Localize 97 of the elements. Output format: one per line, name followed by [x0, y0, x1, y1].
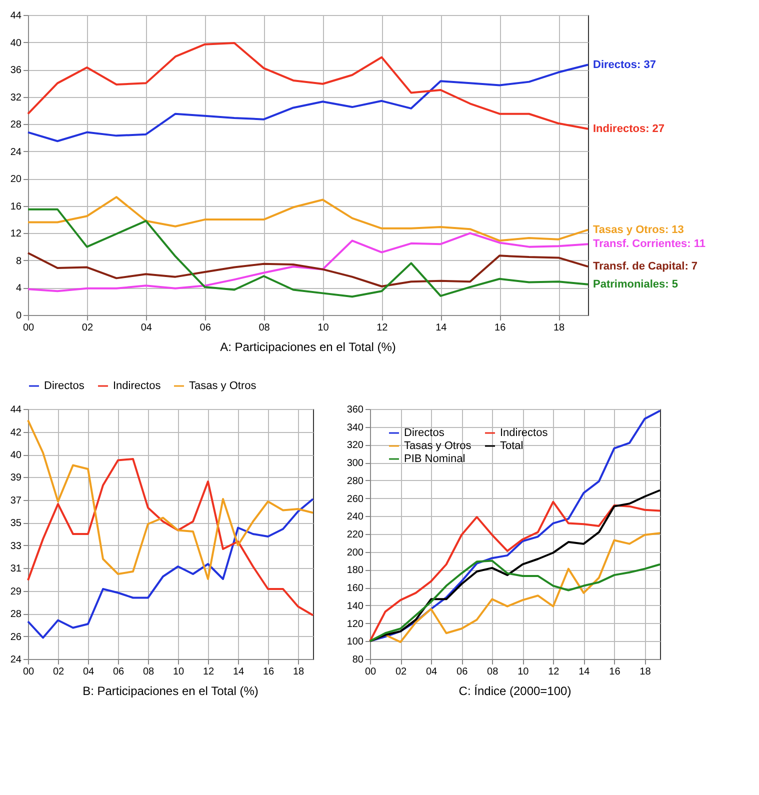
y-tick-label: 200: [346, 547, 364, 558]
line-series: [27, 64, 589, 142]
x-tick-label: 14: [578, 666, 590, 678]
x-tick-label: 02: [82, 322, 94, 334]
y-tick-label: 24: [10, 146, 22, 158]
x-tick-label: 18: [553, 322, 566, 334]
x-tick-label: 06: [112, 666, 124, 678]
y-tick-label: 300: [346, 458, 364, 470]
line-series: [369, 410, 661, 642]
x-tick-label: 10: [518, 666, 530, 678]
x-tick-label: 14: [232, 666, 244, 678]
series-label: Directos: 37: [593, 58, 656, 71]
legend-label: Total: [500, 440, 524, 452]
y-tick-label: 80: [352, 654, 364, 666]
x-tick-label: 16: [262, 666, 274, 678]
y-tick-label: 31: [10, 564, 22, 575]
y-tick-label: 32: [10, 92, 22, 104]
y-tick-label: 42: [10, 427, 22, 438]
y-tick-label: 39: [10, 472, 22, 484]
line-series: [27, 196, 589, 242]
y-tick-label: 220: [346, 530, 364, 540]
legend-label: Tasas y Otros: [189, 380, 257, 392]
y-tick-label: 360: [346, 404, 364, 416]
line-series: [27, 498, 314, 639]
line-series: [27, 42, 589, 130]
x-tick-label: 16: [494, 322, 506, 334]
series-label: Patrimoniales: 5: [593, 278, 678, 290]
x-tick-label: 08: [142, 666, 154, 678]
x-tick-label: 04: [140, 322, 152, 334]
series-label: Indirectos: 27: [593, 122, 665, 135]
y-tick-label: 8: [16, 256, 22, 267]
y-tick-label: 12: [10, 228, 22, 240]
y-tick-label: 35: [10, 518, 22, 530]
x-tick-label: 10: [172, 666, 184, 678]
x-tick-label: 14: [436, 322, 448, 334]
x-tick-label: 10: [318, 322, 330, 334]
y-tick-label: 37: [10, 495, 22, 506]
legend-label: Indirectos: [113, 380, 162, 392]
x-tick-label: 08: [487, 666, 499, 678]
y-tick-label: 140: [346, 600, 364, 612]
line-series: [27, 232, 589, 292]
legend-label: Indirectos: [500, 427, 548, 439]
y-tick-label: 33: [10, 540, 22, 552]
y-tick-label: 24: [10, 654, 22, 666]
y-tick-label: 20: [10, 174, 22, 186]
y-tick-label: 29: [10, 586, 22, 598]
x-tick-label: 18: [292, 666, 304, 678]
series-label: Tasas y Otros: 13: [593, 224, 684, 236]
x-tick-label: 06: [200, 322, 212, 334]
line-series: [27, 252, 589, 288]
legend-label: Directos: [44, 380, 85, 392]
y-tick-label: 16: [10, 201, 22, 212]
line-series: [27, 419, 314, 580]
legend-label: Directos: [404, 427, 445, 439]
text: B: Participaciones en el Total (%): [82, 684, 258, 698]
x-tick-label: 00: [22, 322, 34, 334]
y-tick-label: 320: [346, 440, 364, 452]
y-tick-label: 26: [10, 632, 22, 643]
x-tick-label: 12: [376, 322, 388, 334]
x-tick-label: 18: [640, 666, 652, 678]
series-label: Transf. Corrientes: 11: [593, 238, 706, 250]
y-tick-label: 240: [346, 512, 364, 523]
y-tick-label: 260: [346, 494, 364, 505]
x-tick-label: 16: [609, 666, 621, 678]
text: C: Índice (2000=100): [458, 684, 572, 698]
y-tick-label: 40: [10, 450, 22, 461]
x-tick-label: 06: [456, 666, 468, 678]
y-tick-label: 180: [346, 565, 364, 576]
y-tick-label: 44: [10, 404, 22, 416]
legend-label: Tasas y Otros: [404, 440, 472, 452]
x-tick-label: 08: [258, 322, 270, 334]
y-tick-label: 160: [346, 583, 364, 594]
x-tick-label: 02: [395, 666, 408, 678]
x-tick-label: 04: [82, 666, 94, 678]
y-tick-label: 120: [346, 618, 364, 630]
x-tick-label: 12: [202, 666, 214, 678]
text: A: Participaciones en el Total (%): [220, 340, 396, 354]
y-tick-label: 28: [10, 609, 22, 620]
x-tick-label: 00: [22, 666, 34, 678]
y-tick-label: 36: [10, 65, 22, 76]
x-tick-label: 02: [52, 666, 64, 678]
series-label: Transf. de Capital: 7: [593, 260, 698, 273]
y-tick-label: 44: [10, 10, 22, 22]
x-tick-label: 12: [548, 666, 560, 678]
y-tick-label: 100: [346, 636, 364, 648]
y-tick-label: 280: [346, 476, 364, 487]
y-tick-label: 4: [16, 283, 22, 294]
line-series: [369, 560, 661, 642]
y-tick-label: 40: [10, 38, 22, 49]
line-series: [27, 458, 314, 616]
y-tick-label: 28: [10, 120, 22, 131]
x-tick-label: 00: [364, 666, 376, 678]
x-tick-label: 04: [426, 666, 438, 678]
y-tick-label: 340: [346, 422, 364, 434]
y-tick-label: 0: [16, 310, 22, 322]
line-series: [27, 208, 589, 298]
legend-label: PIB Nominal: [404, 453, 466, 465]
